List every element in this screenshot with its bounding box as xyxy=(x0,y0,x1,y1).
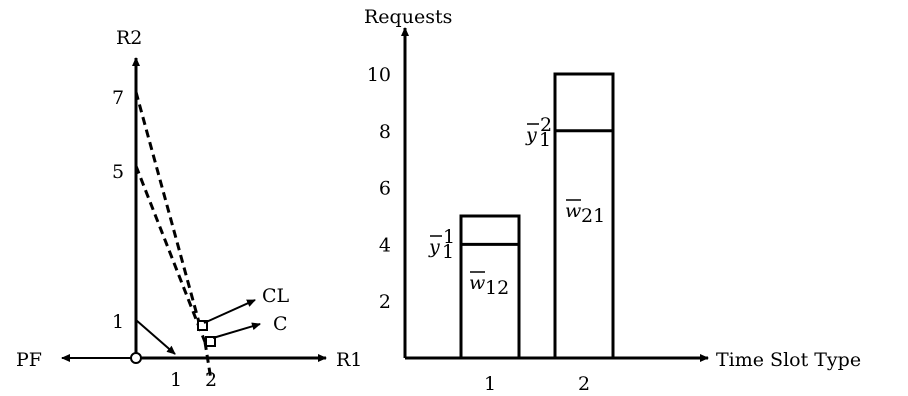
x-tick-label: 1 xyxy=(484,373,496,395)
bar-2 xyxy=(553,72,615,360)
label-base: y xyxy=(525,124,537,146)
r1-axis-label: R1 xyxy=(336,349,362,371)
y-tick-label: 2 xyxy=(379,291,391,313)
cl-pointer xyxy=(203,299,256,324)
r2-tick-1: 1 xyxy=(112,311,124,333)
y-bar-label-2: y 1 2 xyxy=(525,114,552,151)
y-tick-label: 6 xyxy=(379,178,391,200)
y-bar-label-1: y 1 1 xyxy=(428,226,455,263)
y-axis-title: Requests xyxy=(364,6,452,28)
r2-tick-7: 7 xyxy=(112,87,124,109)
label-sup: 1 xyxy=(443,226,455,248)
y-tick-label: 8 xyxy=(379,121,391,143)
y-tick-labels: 2 4 6 8 10 xyxy=(367,64,391,313)
bars-group xyxy=(459,72,615,360)
cl-point xyxy=(197,320,208,331)
origin-point xyxy=(130,352,142,364)
y-tick-label: 10 xyxy=(367,64,391,86)
rate-region-diagram: R2 R1 PF 7 5 1 1 2 CL C xyxy=(16,27,362,391)
c-point xyxy=(205,336,216,347)
c-label: C xyxy=(273,313,288,335)
label-sub: 12 xyxy=(485,277,509,299)
cl-label: CL xyxy=(262,285,290,307)
pf-label: PF xyxy=(16,349,42,371)
c-pointer xyxy=(212,322,261,339)
r1-tick-1: 1 xyxy=(170,369,182,391)
x-tick-label: 2 xyxy=(578,373,590,395)
label-sub: 1 xyxy=(539,129,551,151)
label-base: w xyxy=(469,272,485,294)
dashed-line-7 xyxy=(134,91,202,327)
dashed-line-5 xyxy=(134,165,207,343)
y-tick-label: 4 xyxy=(379,234,391,256)
bar-1 xyxy=(459,214,521,360)
label-base: w xyxy=(565,200,581,222)
label-sub: 21 xyxy=(581,205,605,227)
r2-axis-label: R2 xyxy=(116,27,142,49)
label-sup: 2 xyxy=(540,114,552,136)
w-bar-label-2: w 21 xyxy=(565,199,605,227)
x-axis-title: Time Slot Type xyxy=(716,349,861,371)
label-base: y xyxy=(428,236,440,258)
dashed-line-2 xyxy=(203,341,213,381)
w-bar-label-1: w 12 xyxy=(469,271,509,299)
label-sub: 1 xyxy=(442,241,454,263)
r2-tick-5: 5 xyxy=(112,161,124,183)
r1-tick-2: 2 xyxy=(205,369,217,391)
solid-boundary-arrow xyxy=(135,319,176,355)
